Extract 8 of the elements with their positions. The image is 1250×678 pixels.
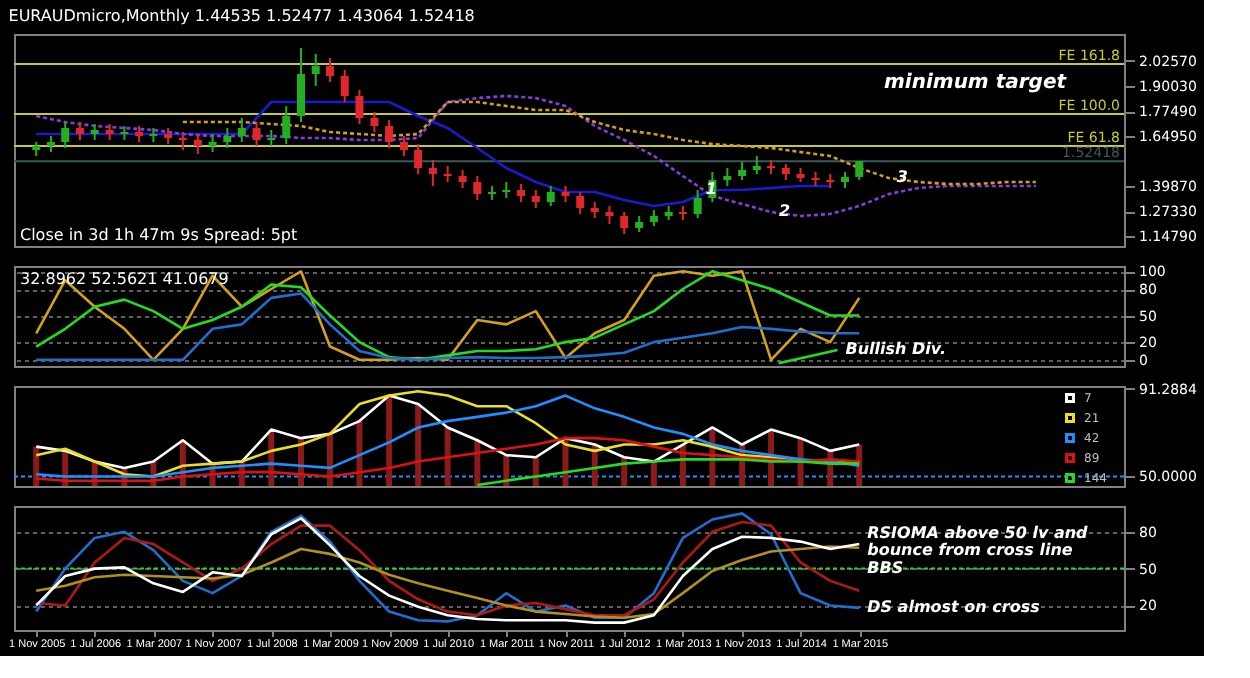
annotation: DS almost on cross — [867, 597, 1041, 616]
annotation: minimum target — [884, 72, 1069, 94]
annotation: RSIOMA above 50 lv and bounce from cross line — [867, 524, 1089, 560]
annotation: Close in 3d 1h 47m 9s Spread: 5pt — [20, 226, 298, 244]
chart-title: EURAUDmicro,Monthly 1.44535 1.52477 1.43064 1.52418 — [8, 6, 475, 25]
annotation: BBS — [867, 558, 904, 577]
annotation: Bullish Div. — [845, 340, 946, 359]
annotation: 3 — [896, 168, 909, 186]
